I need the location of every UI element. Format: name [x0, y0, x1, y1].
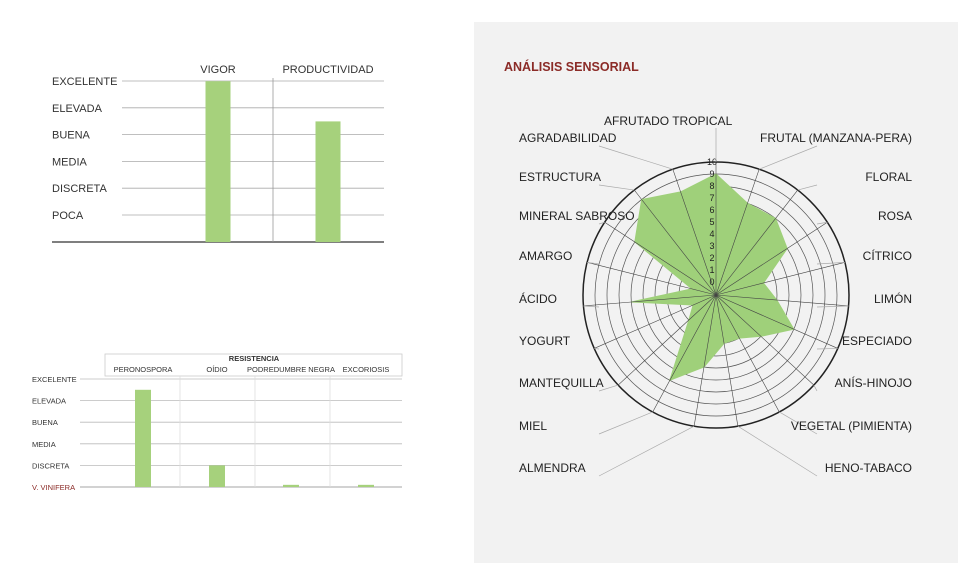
level-label-elevada: ELEVADA	[32, 397, 66, 406]
radar-spoke	[715, 222, 828, 296]
category-label-productividad: PRODUCTIVIDAD	[282, 64, 373, 76]
bar-podredumbre-negra	[283, 484, 299, 487]
radar-label-frutal-manzana-pera: FRUTAL (MANZANA-PERA)	[760, 131, 912, 145]
radar-label-vegetal-pimienta: VEGETAL (PIMIENTA)	[791, 419, 912, 433]
radar-leader	[594, 348, 600, 350]
radar-tick-1: 1	[709, 265, 714, 275]
radar-area	[631, 173, 795, 382]
radar-spoke	[604, 222, 717, 296]
radar-spoke	[715, 294, 838, 349]
radar-spoke	[693, 294, 717, 427]
radar-spoke	[715, 294, 815, 386]
category-label-peronospora: PERONOSPORA	[114, 365, 173, 374]
radar-spoke	[652, 294, 717, 413]
radar-label-estructura: ESTRUCTURA	[519, 170, 601, 184]
chart-vigor-productividad: EXCELENTE ELEVADA BUENA MEDIA DISCRETA POCA V…	[52, 64, 384, 243]
radar-label-almendra: ALMENDRA	[519, 461, 586, 475]
radar-leader	[598, 221, 605, 225]
bar-excoriosis	[358, 484, 374, 487]
resistencia-title: RESISTENCIA	[229, 354, 280, 363]
category-label-vigor: VIGOR	[200, 64, 236, 76]
radar-leader	[598, 411, 653, 435]
radar-tick-6: 6	[709, 205, 714, 215]
radar-label-afrutado-tropical: AFRUTADO TROPICAL	[604, 114, 733, 128]
level-label-media: MEDIA	[52, 156, 88, 168]
radar-label-acido: ÁCIDO	[519, 291, 557, 306]
radar-leader	[598, 384, 619, 392]
category-label-oidio: OÍDIO	[206, 365, 227, 374]
radar-tick-5: 5	[709, 217, 714, 227]
radar-spoke	[715, 262, 846, 296]
category-label-excoriosis: EXCORIOSIS	[343, 365, 390, 374]
category-label-podredumbre-negra: PODREDUMBRE NEGRA	[247, 365, 335, 374]
level-label-buena: BUENA	[32, 418, 58, 427]
level-label-excelente: EXCELENTE	[32, 375, 77, 384]
level-label-discreta: DISCRETA	[52, 183, 107, 195]
radar-tick-0: 0	[709, 277, 714, 287]
radar-spoke	[617, 294, 717, 386]
radar-leader	[598, 425, 695, 477]
radar-spoke	[715, 169, 760, 296]
radar-tick-8: 8	[709, 181, 714, 191]
radar-spoke	[594, 294, 717, 349]
radar-leader	[816, 262, 845, 265]
radar-spoke	[715, 294, 739, 427]
radar-label-citrico: CÍTRICO	[863, 248, 912, 263]
level-label-v-vinifera: V. VINIFERA	[32, 483, 75, 492]
bar-vigor	[205, 81, 231, 242]
level-label-excelente: EXCELENTE	[52, 76, 117, 88]
radar-label-floral: FLORAL	[865, 170, 912, 184]
radar-tick-2: 2	[709, 253, 714, 263]
radar-label-heno-tabaco: HENO-TABACO	[825, 461, 912, 475]
radar-tick-7: 7	[709, 193, 714, 203]
radar-label-anis-hinojo: ANÍS-HINOJO	[835, 375, 912, 390]
level-label-discreta: DISCRETA	[32, 461, 69, 470]
radar-spoke	[715, 294, 780, 413]
radar-label-amargo: AMARGO	[519, 249, 572, 263]
radar-label-especiado: ESPECIADO	[842, 334, 912, 348]
radar-leader	[587, 262, 600, 265]
chart-analisis-sensorial: ANÁLISIS SENSORIAL 0 1 2 3 4 5 6 7 8 9 10 AFRUTADO…	[504, 59, 912, 477]
chart-resistencia: RESISTENCIA PERONOSPORA OÍDIO PODREDUMBRE …	[32, 353, 403, 492]
radar-leader	[816, 305, 849, 308]
radar-tick-9: 9	[709, 169, 714, 179]
radar-spoke	[586, 262, 717, 296]
radar-spoke	[715, 189, 798, 296]
radar-leader	[583, 305, 600, 308]
radar-spoke	[672, 169, 717, 296]
radar-spoke	[634, 189, 717, 296]
radar-label-yogurt: YOGURT	[519, 334, 571, 348]
radar-tick-10: 10	[707, 157, 717, 167]
radar-leader	[813, 384, 818, 392]
radar-leader	[737, 425, 818, 477]
radar-title: ANÁLISIS SENSORIAL	[504, 59, 639, 74]
radar-tick-4: 4	[709, 229, 714, 239]
level-label-poca: POCA	[52, 210, 84, 222]
resistencia-header-box	[104, 353, 403, 377]
bar-peronospora	[135, 389, 151, 487]
level-label-buena: BUENA	[52, 130, 91, 142]
bar-productividad	[315, 121, 341, 242]
radar-label-rosa: ROSA	[878, 209, 912, 223]
radar-leader	[779, 411, 818, 435]
radar-leader	[598, 145, 673, 170]
radar-label-mantequilla: MANTEQUILLA	[519, 376, 604, 390]
radar-leader	[598, 184, 635, 191]
level-label-elevada: ELEVADA	[52, 103, 103, 115]
radar-label-mineral-sabroso: MINERAL SABROSO	[519, 209, 635, 223]
radar-spoke	[715, 294, 849, 307]
radar-tick-3: 3	[709, 241, 714, 251]
radar-leader	[797, 184, 818, 191]
radar-label-limon: LIMÓN	[874, 291, 912, 306]
level-label-media: MEDIA	[32, 440, 56, 449]
bar-oidio	[209, 465, 225, 487]
radar-leader	[816, 221, 828, 225]
radar-leader	[759, 145, 818, 170]
radar-spoke	[583, 294, 717, 307]
radar-label-agradabilidad: AGRADABILIDAD	[519, 131, 617, 145]
radar-leader	[816, 348, 838, 350]
radar-label-miel: MIEL	[519, 419, 547, 433]
